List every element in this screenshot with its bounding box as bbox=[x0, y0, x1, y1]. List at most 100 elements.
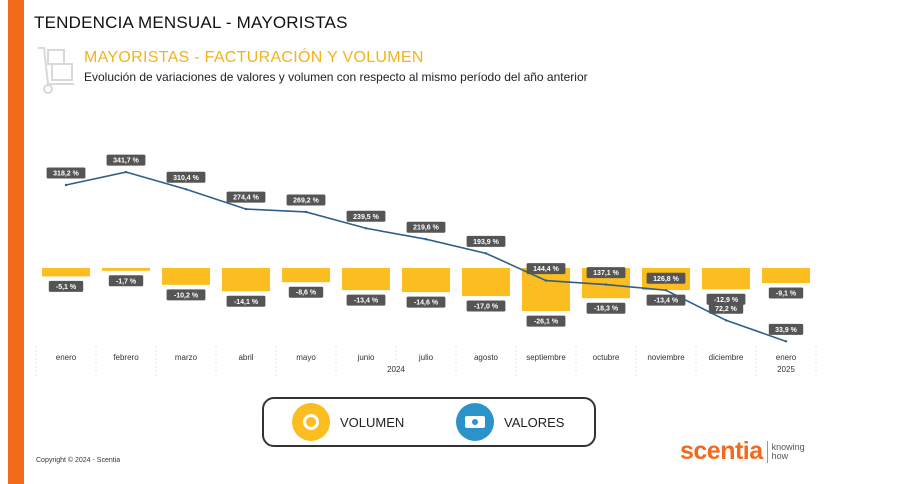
svg-text:126,8 %: 126,8 % bbox=[653, 276, 679, 283]
volumen-bar bbox=[222, 268, 270, 292]
month-tick-label: enero bbox=[776, 353, 797, 362]
valores-point bbox=[724, 319, 728, 322]
legend: VOLUMEN VALORES bbox=[262, 397, 596, 447]
money-stack-icon bbox=[456, 403, 494, 441]
svg-text:-12,9 %: -12,9 % bbox=[714, 297, 739, 304]
valores-data-label: 269,2 % bbox=[286, 194, 326, 206]
volumen-data-label: -12,9 % bbox=[706, 293, 746, 305]
month-tick-label: marzo bbox=[175, 353, 198, 362]
volumen-bar bbox=[702, 268, 750, 290]
svg-text:-13,4 %: -13,4 % bbox=[654, 298, 679, 305]
volumen-bar bbox=[462, 268, 510, 297]
coin-hand-icon bbox=[292, 403, 330, 441]
volumen-bar bbox=[522, 268, 570, 312]
svg-text:318,2 %: 318,2 % bbox=[53, 170, 79, 177]
valores-point bbox=[184, 188, 188, 191]
valores-data-label: 310,4 % bbox=[166, 171, 206, 183]
svg-text:-14,1 %: -14,1 % bbox=[234, 299, 259, 306]
month-tick-label: febrero bbox=[113, 353, 139, 362]
volumen-data-label: -13,4 % bbox=[346, 294, 386, 306]
svg-text:-10,2 %: -10,2 % bbox=[174, 292, 199, 299]
page-title: TENDENCIA MENSUAL - MAYORISTAS bbox=[34, 13, 348, 32]
svg-text:310,4 %: 310,4 % bbox=[173, 175, 199, 182]
valores-point bbox=[664, 289, 668, 292]
volumen-bar bbox=[282, 268, 330, 283]
valores-data-label: 239,5 % bbox=[346, 210, 386, 222]
volumen-data-label: -14,6 % bbox=[406, 296, 446, 308]
year-label-2024: 2024 bbox=[387, 365, 405, 374]
month-tick-label: julio bbox=[418, 353, 434, 362]
svg-text:-5,1 %: -5,1 % bbox=[56, 284, 77, 291]
valores-point bbox=[124, 170, 128, 174]
svg-text:-13,4 %: -13,4 % bbox=[354, 298, 379, 305]
valores-data-label: 126,8 % bbox=[646, 272, 686, 284]
brand-logo: scentia knowing how bbox=[680, 437, 805, 466]
legend-item-volumen: VOLUMEN bbox=[292, 399, 404, 445]
svg-text:72,2 %: 72,2 % bbox=[715, 306, 738, 313]
valores-data-label: 33,9 % bbox=[768, 323, 804, 335]
volumen-bar bbox=[762, 268, 810, 284]
svg-text:-9,1 %: -9,1 % bbox=[776, 291, 797, 298]
year-label-2025: 2025 bbox=[777, 365, 795, 374]
valores-point bbox=[604, 283, 608, 286]
volumen-data-label: -17,0 % bbox=[466, 300, 506, 312]
month-tick-label: octubre bbox=[593, 353, 620, 362]
brand-name: scentia bbox=[680, 437, 763, 465]
svg-text:-8,6 %: -8,6 % bbox=[296, 290, 317, 297]
month-tick-label: noviembre bbox=[647, 353, 685, 362]
volumen-data-label: -18,3 % bbox=[586, 302, 626, 314]
legend-item-valores: VALORES bbox=[456, 399, 564, 445]
volumen-data-label: -8,6 % bbox=[288, 286, 324, 298]
svg-text:137,1 %: 137,1 % bbox=[593, 270, 619, 277]
volumen-data-label: -10,2 % bbox=[166, 289, 206, 301]
chart-title: MAYORISTAS - FACTURACIÓN Y VOLUMEN bbox=[84, 49, 424, 66]
volumen-data-label: -26,1 % bbox=[526, 315, 566, 327]
legend-valores-label: VALORES bbox=[504, 414, 565, 430]
valores-line bbox=[65, 171, 787, 343]
chart-subtitle: Evolución de variaciones de valores y vo… bbox=[84, 70, 588, 84]
svg-text:219,6 %: 219,6 % bbox=[413, 225, 439, 232]
valores-point bbox=[64, 183, 68, 187]
month-tick-label: enero bbox=[56, 353, 77, 362]
brand-tagline-1: knowing bbox=[771, 441, 805, 452]
valores-point bbox=[784, 340, 788, 343]
valores-data-label: 341,7 % bbox=[106, 154, 146, 166]
legend-volumen-label: VOLUMEN bbox=[340, 414, 405, 430]
combo-chart: -5,1 % -1,7 % -10,2 % -14,1 % -8,6 % -13,4 % -… bbox=[35, 154, 817, 378]
volumen-data-label: -13,4 % bbox=[646, 294, 686, 306]
valores-data-label: 318,2 % bbox=[46, 167, 86, 179]
volumen-data-label: -1,7 % bbox=[108, 275, 144, 287]
volumen-data-label: -5,1 % bbox=[48, 280, 84, 292]
svg-text:-18,3 %: -18,3 % bbox=[594, 306, 619, 313]
svg-text:33,9 %: 33,9 % bbox=[775, 327, 798, 334]
valores-data-label: 144,4 % bbox=[526, 263, 566, 275]
brand-divider bbox=[766, 440, 768, 463]
valores-data-label: 193,9 % bbox=[466, 235, 506, 247]
svg-text:274,4 %: 274,4 % bbox=[233, 195, 259, 202]
volumen-data-label: -9,1 % bbox=[768, 287, 804, 299]
volumen-data-label: -14,1 % bbox=[226, 295, 266, 307]
volumen-bar bbox=[342, 268, 390, 291]
valores-data-label: 274,4 % bbox=[226, 191, 266, 203]
valores-data-label: 72,2 % bbox=[708, 302, 744, 314]
valores-point bbox=[484, 252, 488, 255]
svg-text:144,4 %: 144,4 % bbox=[533, 266, 559, 273]
volumen-bar bbox=[102, 268, 150, 271]
copyright: Copyright © 2024 - Scentia bbox=[36, 457, 121, 464]
svg-text:193,9 %: 193,9 % bbox=[473, 239, 499, 246]
brand-tagline-2: how bbox=[771, 450, 789, 461]
valores-data-label: 137,1 % bbox=[586, 267, 626, 279]
volumen-bar bbox=[162, 268, 210, 285]
month-tick-label: agosto bbox=[474, 353, 499, 362]
svg-text:-14,6 %: -14,6 % bbox=[414, 300, 439, 307]
month-tick-label: mayo bbox=[296, 353, 316, 362]
volumen-bar bbox=[402, 268, 450, 293]
accent-side-bar bbox=[8, 0, 24, 484]
svg-text:-1,7 %: -1,7 % bbox=[116, 278, 137, 285]
valores-point bbox=[364, 227, 368, 230]
valores-point bbox=[544, 279, 548, 282]
svg-text:239,5 %: 239,5 % bbox=[353, 214, 379, 221]
svg-text:-17,0 %: -17,0 % bbox=[474, 304, 499, 311]
valores-point bbox=[304, 210, 308, 214]
volumen-bar bbox=[42, 268, 90, 277]
